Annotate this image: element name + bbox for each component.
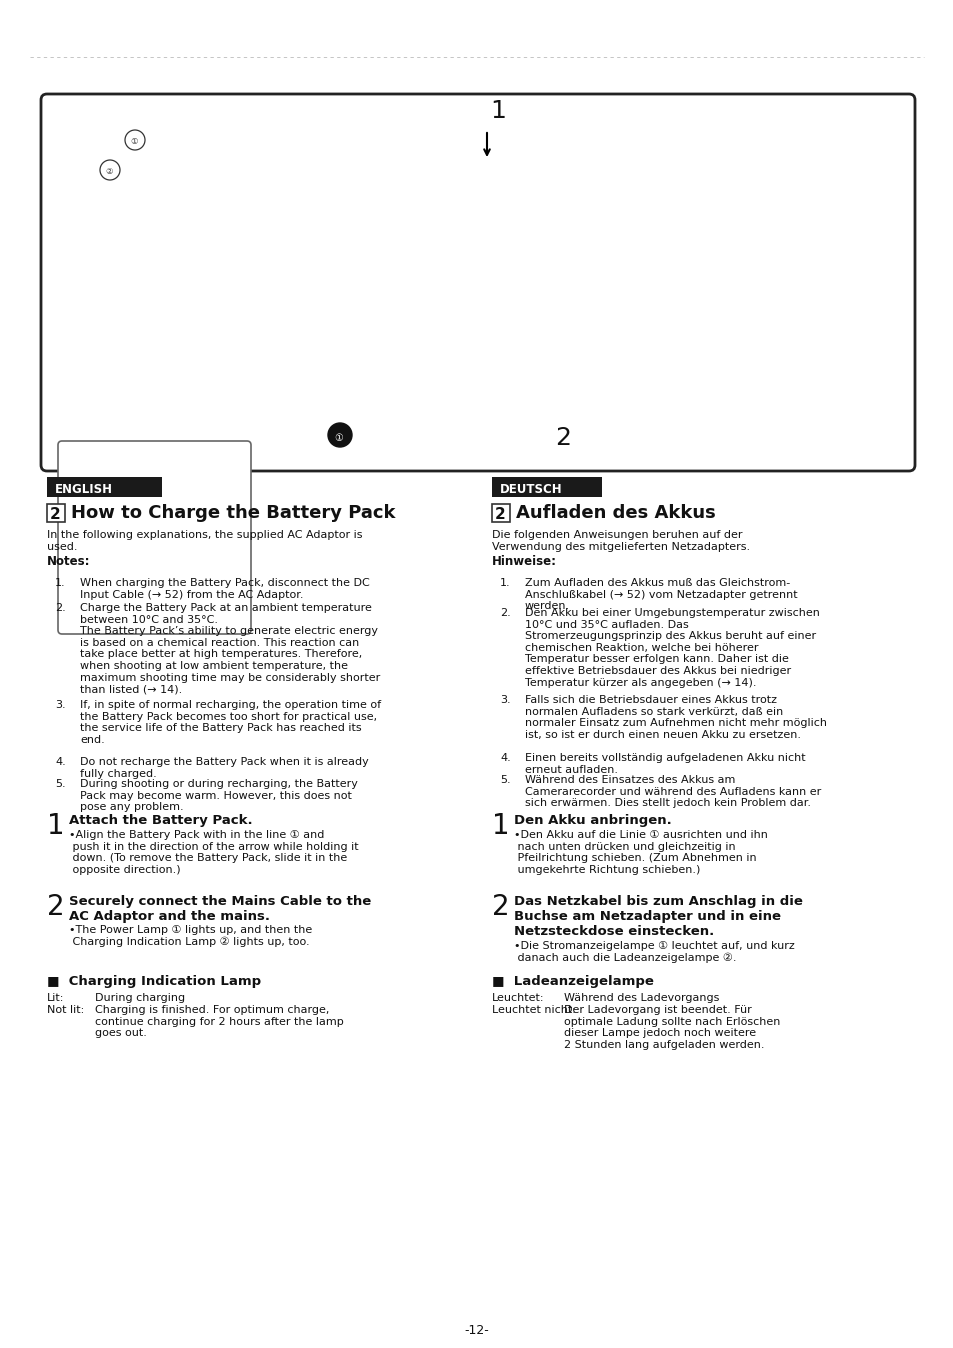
Text: 1.: 1. <box>55 578 66 588</box>
Text: Charge the Battery Pack at an ambient temperature
between 10°C and 35°C.
The Bat: Charge the Battery Pack at an ambient te… <box>80 603 380 694</box>
Text: DEUTSCH: DEUTSCH <box>499 483 562 496</box>
Text: -12-: -12- <box>464 1324 489 1337</box>
Text: 3.: 3. <box>499 696 510 705</box>
Text: Aufladen des Akkus: Aufladen des Akkus <box>516 504 715 522</box>
FancyBboxPatch shape <box>492 504 510 522</box>
Text: Zum Aufladen des Akkus muß das Gleichstrom-
Anschlußkabel (→ 52) vom Netzadapter: Zum Aufladen des Akkus muß das Gleichstr… <box>524 578 797 611</box>
Text: During charging: During charging <box>95 993 185 1003</box>
Text: ①: ① <box>130 137 137 146</box>
Text: 3.: 3. <box>55 700 66 710</box>
Text: Do not recharge the Battery Pack when it is already
fully charged.: Do not recharge the Battery Pack when it… <box>80 758 369 779</box>
Text: During shooting or during recharging, the Battery
Pack may become warm. However,: During shooting or during recharging, th… <box>80 779 357 813</box>
Text: ■  Ladeanzeigelampe: ■ Ladeanzeigelampe <box>492 975 653 988</box>
Text: Der Ladevorgang ist beendet. Für
optimale Ladung sollte nach Erlöschen
dieser La: Der Ladevorgang ist beendet. Für optimal… <box>563 1006 780 1050</box>
Text: In the following explanations, the supplied AC Adaptor is
used.: In the following explanations, the suppl… <box>47 530 362 551</box>
Text: Leuchtet nicht:: Leuchtet nicht: <box>492 1006 576 1015</box>
Text: Hinweise:: Hinweise: <box>492 555 557 568</box>
Text: Während des Ladevorgangs: Während des Ladevorgangs <box>563 993 719 1003</box>
Text: 2: 2 <box>47 892 65 921</box>
Text: Notes:: Notes: <box>47 555 91 568</box>
Text: ①: ① <box>334 433 342 443</box>
Text: Einen bereits vollständig aufgeladenen Akku nicht
erneut aufladen.: Einen bereits vollständig aufgeladenen A… <box>524 754 804 775</box>
Text: ■  Charging Indication Lamp: ■ Charging Indication Lamp <box>47 975 261 988</box>
Text: •Align the Battery Pack with in the line ① and
 push it in the direction of the : •Align the Battery Pack with in the line… <box>69 830 358 875</box>
Text: •Den Akku auf die Linie ① ausrichten und ihn
 nach unten drücken und gleichzeiti: •Den Akku auf die Linie ① ausrichten und… <box>514 830 767 875</box>
Text: 1: 1 <box>490 98 505 123</box>
Text: If, in spite of normal recharging, the operation time of
the Battery Pack become: If, in spite of normal recharging, the o… <box>80 700 381 745</box>
Text: •Die Stromanzeigelampe ① leuchtet auf, und kurz
 danach auch die Ladeanzeigelamp: •Die Stromanzeigelampe ① leuchtet auf, u… <box>514 941 794 962</box>
Text: ENGLISH: ENGLISH <box>55 483 112 496</box>
Text: 2: 2 <box>50 507 61 522</box>
Text: Leuchtet:: Leuchtet: <box>492 993 544 1003</box>
Text: Das Netzkabel bis zum Anschlag in die
Buchse am Netzadapter und in eine
Netzstec: Das Netzkabel bis zum Anschlag in die Bu… <box>514 895 802 938</box>
FancyBboxPatch shape <box>41 94 914 470</box>
Text: Den Akku anbringen.: Den Akku anbringen. <box>514 814 671 828</box>
Text: 2: 2 <box>492 892 509 921</box>
Text: Den Akku bei einer Umgebungstemperatur zwischen
10°C und 35°C aufladen. Das
Stro: Den Akku bei einer Umgebungstemperatur z… <box>524 608 819 687</box>
Text: Während des Einsatzes des Akkus am
Camerarecorder und während des Aufladens kann: Während des Einsatzes des Akkus am Camer… <box>524 775 821 809</box>
Text: Securely connect the Mains Cable to the
AC Adaptor and the mains.: Securely connect the Mains Cable to the … <box>69 895 371 923</box>
Text: 2.: 2. <box>499 608 510 617</box>
Text: 1: 1 <box>47 811 65 840</box>
Text: Charging is finished. For optimum charge,
continue charging for 2 hours after th: Charging is finished. For optimum charge… <box>95 1006 343 1038</box>
Text: 5.: 5. <box>55 779 66 789</box>
Circle shape <box>328 423 352 448</box>
Text: Die folgenden Anweisungen beruhen auf der
Verwendung des mitgelieferten Netzadap: Die folgenden Anweisungen beruhen auf de… <box>492 530 749 551</box>
FancyBboxPatch shape <box>47 477 162 497</box>
Text: 1: 1 <box>492 811 509 840</box>
Text: 2: 2 <box>495 507 505 522</box>
Text: 4.: 4. <box>55 758 66 767</box>
FancyBboxPatch shape <box>492 477 601 497</box>
Text: 4.: 4. <box>499 754 510 763</box>
Text: Attach the Battery Pack.: Attach the Battery Pack. <box>69 814 253 828</box>
Text: 2.: 2. <box>55 603 66 613</box>
Text: When charging the Battery Pack, disconnect the DC
Input Cable (→ 52) from the AC: When charging the Battery Pack, disconne… <box>80 578 370 600</box>
Text: 1.: 1. <box>499 578 510 588</box>
FancyBboxPatch shape <box>58 441 251 634</box>
Text: •The Power Lamp ① lights up, and then the
 Charging Indication Lamp ② lights up,: •The Power Lamp ① lights up, and then th… <box>69 925 312 948</box>
Text: ②: ② <box>105 167 112 177</box>
Text: 2: 2 <box>555 426 571 450</box>
Text: How to Charge the Battery Pack: How to Charge the Battery Pack <box>71 504 395 522</box>
Text: 5.: 5. <box>499 775 510 785</box>
Text: Falls sich die Betriebsdauer eines Akkus trotz
normalen Aufladens so stark verkü: Falls sich die Betriebsdauer eines Akkus… <box>524 696 826 740</box>
Text: Not lit:: Not lit: <box>47 1006 84 1015</box>
Text: Lit:: Lit: <box>47 993 64 1003</box>
FancyBboxPatch shape <box>47 504 65 522</box>
